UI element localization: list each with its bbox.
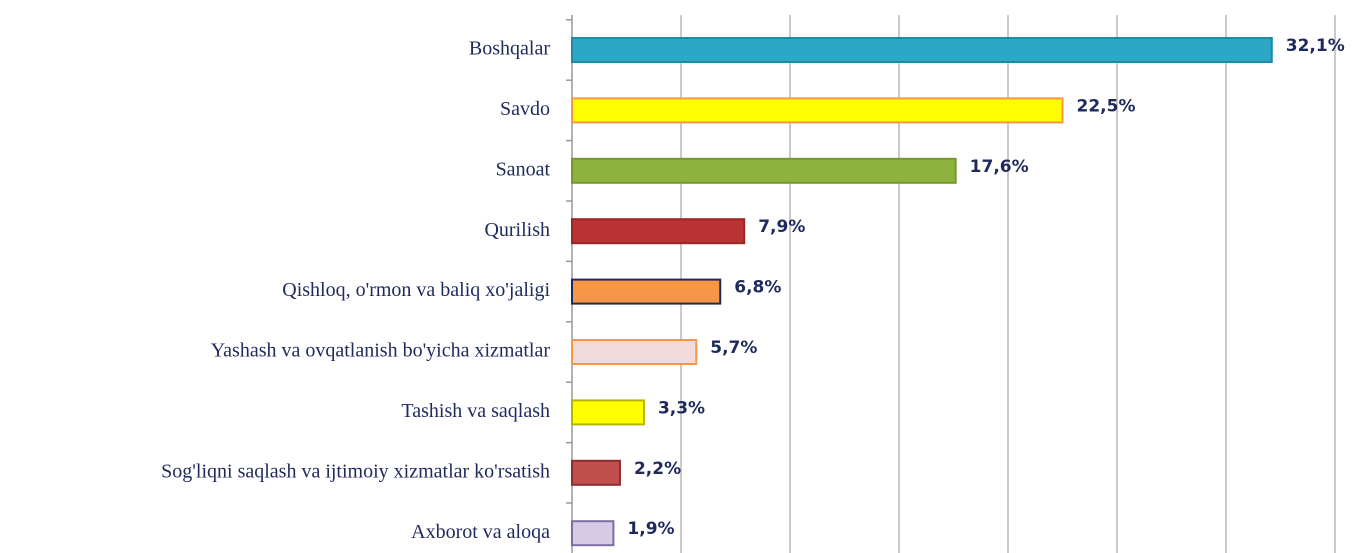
value-label: 7,9% [758, 217, 805, 237]
bar [571, 218, 746, 245]
category-label: Sog'liqni saqlash va ijtimoiy xizmatlar … [161, 460, 550, 482]
bar [571, 157, 957, 184]
category-label: Qishloq, o'rmon va baliq xo'jaligi [282, 279, 550, 301]
value-label: 6,8% [734, 278, 781, 298]
category-label: Boshqalar [469, 38, 550, 60]
value-label: 32,1% [1286, 36, 1345, 56]
bar [571, 399, 645, 426]
bar [571, 278, 722, 305]
value-label: 17,6% [970, 157, 1029, 177]
category-label: Sanoat [496, 158, 551, 180]
category-label: Yashash va ovqatlanish bo'yicha xizmatla… [211, 340, 551, 362]
bar [571, 459, 621, 486]
bar [571, 520, 615, 547]
bar [571, 37, 1273, 63]
category-label: Savdo [500, 98, 550, 120]
value-label: 2,2% [634, 459, 681, 479]
value-label: 5,7% [710, 338, 757, 358]
category-label: Qurilish [484, 219, 550, 241]
category-label: Axborot va aloqa [411, 521, 550, 543]
value-label: 3,3% [658, 398, 705, 418]
value-label: 22,5% [1077, 96, 1136, 116]
bar [571, 339, 698, 365]
value-label: 1,9% [627, 519, 674, 539]
category-label: Tashish va saqlash [401, 400, 550, 422]
bar [571, 97, 1064, 124]
